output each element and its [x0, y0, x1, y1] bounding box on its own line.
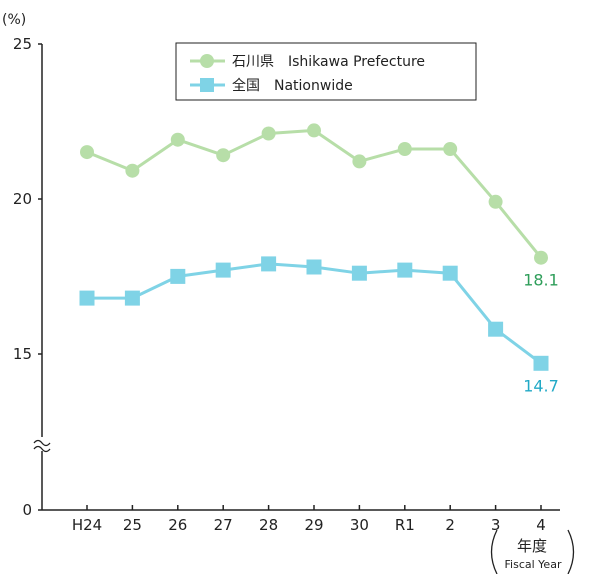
- series-layer: 18.1 14.7: [79, 123, 559, 395]
- y-tick-label-20: 20: [13, 190, 32, 208]
- series-line-ishikawa: [86, 128, 543, 259]
- data-point-ishikawa-H24: [80, 145, 94, 160]
- x-axis-title-en: Fiscal Year: [505, 558, 562, 571]
- x-tick-label-30: 30: [350, 516, 369, 534]
- legend: 石川県 Ishikawa Prefecture 全国 Nationwide: [175, 42, 477, 101]
- y-unit-label: (%): [2, 12, 26, 28]
- legend-label-ishikawa: 石川県 Ishikawa Prefecture: [232, 54, 425, 70]
- data-label-nationwide-4: 14.7: [523, 376, 559, 395]
- x-axis: H24 25 26 27 28 29 30 R1 2 3 4 年度 Fiscal Year: [42, 505, 575, 574]
- legend-marker-nationwide: [200, 78, 214, 92]
- x-tick-label-H24: H24: [72, 516, 102, 534]
- data-point-nationwide-4: [533, 355, 549, 371]
- data-point-nationwide-30: [351, 265, 367, 281]
- data-point-ishikawa-28: [261, 126, 276, 141]
- x-tick-label-28: 28: [259, 516, 278, 534]
- data-point-nationwide-28: [261, 256, 277, 272]
- data-point-ishikawa-27: [216, 148, 231, 163]
- data-point-ishikawa-25: [125, 163, 140, 178]
- legend-box: [175, 42, 477, 101]
- x-tick-label-4: 4: [536, 516, 546, 534]
- legend-item-nationwide: 全国 Nationwide: [190, 77, 353, 94]
- data-point-ishikawa-3: [488, 194, 503, 209]
- legend-label-nationwide: 全国 Nationwide: [232, 77, 353, 94]
- x-tick-label-R1: R1: [395, 516, 415, 534]
- legend-item-ishikawa: 石川県 Ishikawa Prefecture: [190, 54, 425, 70]
- data-point-nationwide-R1: [397, 262, 413, 278]
- x-tick-label-27: 27: [214, 516, 233, 534]
- x-axis-title-left-paren: [490, 529, 498, 574]
- data-point-ishikawa-26: [170, 132, 185, 147]
- x-tick-label-2: 2: [445, 516, 455, 534]
- x-axis-title: 年度 Fiscal Year: [490, 529, 575, 574]
- axis-break-icon: [33, 437, 51, 453]
- legend-marker-ishikawa: [200, 54, 214, 68]
- data-point-ishikawa-R1: [397, 142, 412, 156]
- x-ticks: H24 25 26 27 28 29 30 R1 2 3 4: [72, 505, 546, 534]
- y-tick-label-15: 15: [13, 345, 32, 363]
- data-point-nationwide-27: [215, 262, 231, 278]
- series-ishikawa: 18.1: [80, 123, 559, 290]
- series-line-nationwide: [87, 262, 542, 365]
- data-point-nationwide-H24: [79, 290, 95, 306]
- data-point-nationwide-2: [442, 265, 458, 281]
- x-tick-label-25: 25: [123, 516, 142, 534]
- data-point-nationwide-25: [124, 290, 140, 306]
- data-label-ishikawa-4: 18.1: [523, 271, 559, 290]
- y-tick-label-25: 25: [13, 35, 32, 53]
- data-point-nationwide-26: [170, 268, 186, 284]
- data-point-ishikawa-2: [443, 142, 458, 156]
- x-tick-label-3: 3: [491, 516, 501, 534]
- data-point-nationwide-29: [306, 259, 322, 275]
- data-point-ishikawa-29: [307, 123, 321, 138]
- x-tick-label-26: 26: [168, 516, 187, 534]
- y-axis: 25 20 15 0: [13, 35, 51, 519]
- series-nationwide: 14.7: [79, 256, 559, 395]
- data-point-ishikawa-30: [352, 154, 367, 169]
- x-axis-title-jp: 年度: [517, 537, 547, 555]
- data-point-nationwide-3: [488, 321, 504, 337]
- x-axis-title-right-paren: [567, 529, 575, 574]
- y-tick-label-0: 0: [22, 501, 32, 519]
- data-point-ishikawa-4: [534, 250, 548, 265]
- x-tick-label-29: 29: [304, 516, 323, 534]
